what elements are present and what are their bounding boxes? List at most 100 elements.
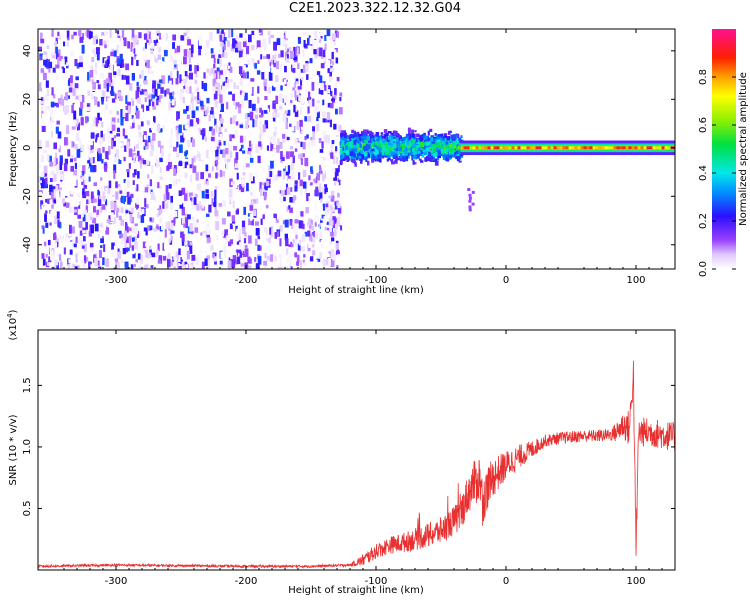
noise-cell bbox=[206, 259, 211, 269]
noise-cell bbox=[75, 122, 78, 127]
noise-cell bbox=[268, 83, 271, 88]
noise-cell bbox=[111, 188, 115, 195]
noise-cell bbox=[160, 98, 165, 108]
noise-cell bbox=[237, 233, 241, 241]
noise-cell bbox=[53, 232, 57, 240]
signal-cell bbox=[369, 139, 373, 144]
noise-cell bbox=[210, 191, 214, 198]
noise-cell bbox=[65, 202, 70, 211]
signal-cell bbox=[359, 151, 362, 157]
noise-cell bbox=[305, 207, 309, 214]
carrier-cell bbox=[481, 146, 485, 150]
noise-cell bbox=[293, 56, 298, 61]
carrier-cell bbox=[484, 146, 488, 150]
noise-cell bbox=[295, 232, 298, 241]
y-tick-label: -40 bbox=[22, 237, 33, 253]
noise-cell bbox=[296, 138, 300, 143]
noise-cell bbox=[130, 264, 134, 269]
noise-cell bbox=[294, 238, 298, 247]
noise-cell bbox=[151, 101, 155, 107]
noise-cell bbox=[76, 118, 79, 125]
noise-cell bbox=[255, 227, 260, 236]
noise-cell bbox=[67, 95, 70, 99]
x-tick-label: 0 bbox=[503, 576, 509, 587]
signal-cell bbox=[402, 156, 407, 162]
noise-cell bbox=[225, 77, 228, 84]
noise-cell bbox=[145, 204, 149, 209]
signal-cell bbox=[377, 140, 380, 144]
noise-cell bbox=[243, 238, 247, 244]
noise-cell bbox=[182, 96, 185, 104]
signal-cell bbox=[366, 130, 369, 134]
noise-cell bbox=[175, 70, 179, 79]
noise-cell bbox=[130, 217, 134, 224]
signal-cell bbox=[460, 135, 463, 139]
noise-cell bbox=[234, 183, 238, 189]
noise-cell bbox=[260, 182, 265, 186]
trail-cell bbox=[468, 193, 472, 197]
noise-cell bbox=[102, 195, 106, 202]
noise-cell bbox=[235, 225, 238, 232]
signal-cell bbox=[418, 151, 421, 154]
noise-cell bbox=[329, 204, 333, 211]
noise-cell bbox=[125, 63, 130, 71]
noise-cell bbox=[71, 141, 74, 148]
signal-cell bbox=[440, 133, 444, 137]
noise-cell bbox=[156, 98, 159, 106]
noise-cell bbox=[228, 229, 231, 234]
noise-cell bbox=[146, 255, 149, 265]
noise-cell bbox=[257, 47, 261, 55]
signal-cell bbox=[363, 153, 368, 157]
noise-cell bbox=[325, 203, 329, 208]
noise-cell bbox=[185, 29, 190, 34]
noise-cell bbox=[181, 237, 185, 246]
noise-cell bbox=[217, 71, 220, 78]
noise-cell bbox=[285, 30, 290, 39]
noise-cell bbox=[249, 86, 253, 94]
carrier-cell bbox=[637, 146, 641, 150]
noise-cell bbox=[292, 87, 295, 92]
noise-cell bbox=[222, 149, 226, 158]
noise-cell bbox=[273, 168, 276, 177]
noise-cell bbox=[49, 171, 54, 178]
noise-cell bbox=[126, 169, 130, 172]
signal-cell bbox=[427, 130, 430, 136]
noise-cell bbox=[45, 191, 50, 199]
signal-cell bbox=[371, 159, 375, 163]
noise-cell bbox=[317, 226, 320, 233]
noise-cell bbox=[162, 255, 167, 261]
noise-cell bbox=[333, 181, 337, 186]
noise-cell bbox=[305, 77, 308, 86]
noise-cell bbox=[87, 62, 92, 71]
noise-cell bbox=[43, 171, 48, 177]
noise-cell bbox=[296, 261, 299, 266]
noise-cell bbox=[307, 37, 310, 46]
noise-cell bbox=[244, 260, 249, 269]
noise-cell bbox=[167, 252, 171, 260]
noise-cell bbox=[174, 130, 178, 136]
noise-cell bbox=[315, 202, 318, 211]
noise-cell bbox=[284, 43, 288, 52]
signal-cell bbox=[345, 155, 349, 160]
noise-cell bbox=[76, 123, 80, 131]
noise-cell bbox=[223, 249, 227, 259]
noise-cell bbox=[215, 264, 218, 269]
noise-cell bbox=[185, 264, 188, 269]
noise-cell bbox=[43, 72, 47, 81]
carrier-cell bbox=[523, 146, 527, 150]
noise-cell bbox=[213, 73, 217, 79]
noise-cell bbox=[266, 184, 271, 188]
noise-cell bbox=[302, 49, 305, 57]
signal-cell bbox=[346, 143, 350, 147]
noise-cell bbox=[46, 247, 50, 252]
carrier-cell bbox=[493, 146, 497, 150]
noise-cell bbox=[212, 257, 217, 262]
noise-cell bbox=[248, 140, 252, 147]
noise-cell bbox=[333, 155, 336, 164]
noise-cell bbox=[146, 59, 150, 68]
signal-cell bbox=[396, 157, 400, 161]
signal-cell bbox=[381, 150, 385, 155]
noise-cell bbox=[65, 92, 69, 101]
noise-cell bbox=[187, 120, 191, 128]
noise-cell bbox=[135, 110, 140, 119]
